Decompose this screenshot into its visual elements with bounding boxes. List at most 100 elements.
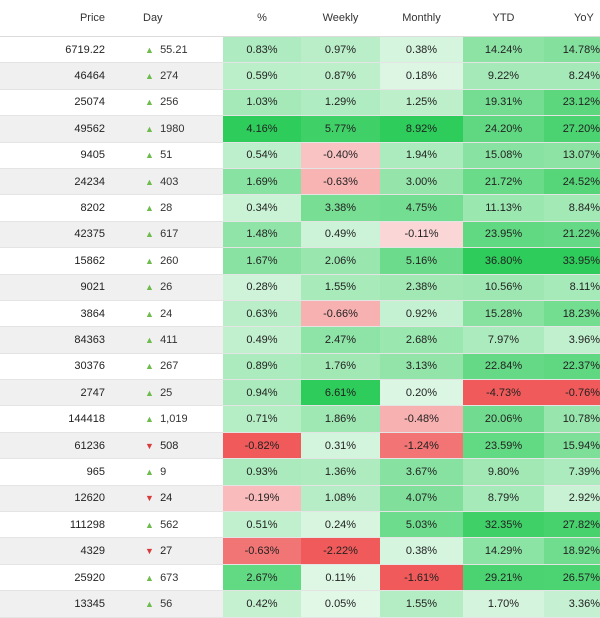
monthly-change-cell: 0.38%	[380, 537, 463, 565]
pct-change-cell: 1.03%	[223, 89, 301, 117]
ytd-change-cell: -4.73%	[463, 379, 544, 407]
ytd-change-cell: 15.08%	[463, 142, 544, 169]
triangle-up-icon: ▲	[145, 282, 154, 293]
ytd-change-cell: 24.20%	[463, 115, 544, 143]
pct-change-cell: 0.89%	[223, 353, 301, 381]
pct-change-cell: 2.67%	[223, 564, 301, 592]
day-change-value: 256	[160, 96, 179, 109]
day-change-cell: ▲ 55.21	[115, 36, 223, 64]
yoy-change-cell: 21.22%	[544, 221, 600, 249]
ytd-change-cell: 36.80%	[463, 247, 544, 275]
weekly-change-cell: 0.24%	[301, 511, 380, 539]
ytd-change-cell: 15.28%	[463, 300, 544, 328]
pct-change-cell: 0.54%	[223, 142, 301, 169]
column-header-yoy[interactable]: YoY	[544, 0, 600, 37]
column-header-monthly[interactable]: Monthly	[380, 0, 463, 37]
table-row[interactable]: 9021 ▲ 26 0.28% 1.55% 2.38% 10.56% 8.11%	[0, 274, 600, 301]
triangle-up-icon: ▲	[145, 229, 154, 240]
monthly-change-cell: 2.68%	[380, 326, 463, 354]
monthly-change-cell: 2.38%	[380, 274, 463, 301]
table-row[interactable]: 9405 ▲ 51 0.54% -0.40% 1.94% 15.08% 13.07%	[0, 142, 600, 169]
table-row[interactable]: 144418 ▲ 1,019 0.71% 1.86% -0.48% 20.06% 10.78…	[0, 405, 600, 433]
weekly-change-cell: -0.66%	[301, 300, 380, 328]
pct-change-cell: 0.28%	[223, 274, 301, 301]
ytd-change-cell: 19.31%	[463, 89, 544, 117]
monthly-change-cell: 1.55%	[380, 590, 463, 618]
day-change-value: 51	[160, 149, 173, 162]
yoy-change-cell: 2.92%	[544, 485, 600, 513]
monthly-change-cell: 3.13%	[380, 353, 463, 381]
table-row[interactable]: 30376 ▲ 267 0.89% 1.76% 3.13% 22.84% 22.37%	[0, 353, 600, 381]
table-row[interactable]: 965 ▲ 9 0.93% 1.36% 3.67% 9.80% 7.39%	[0, 458, 600, 486]
pct-change-cell: 4.16%	[223, 115, 301, 143]
price-cell: 84363	[0, 326, 115, 354]
day-change-cell: ▲ 411	[115, 326, 223, 354]
yoy-change-cell: 18.23%	[544, 300, 600, 328]
day-change-cell: ▲ 25	[115, 379, 223, 407]
price-cell: 25074	[0, 89, 115, 117]
pct-change-cell: -0.82%	[223, 432, 301, 460]
table-row[interactable]: 24234 ▲ 403 1.69% -0.63% 3.00% 21.72% 24.52%	[0, 168, 600, 196]
monthly-change-cell: -1.61%	[380, 564, 463, 592]
table-row[interactable]: 3864 ▲ 24 0.63% -0.66% 0.92% 15.28% 18.23%	[0, 300, 600, 328]
day-change-value: 1980	[160, 122, 185, 135]
ytd-change-cell: 9.80%	[463, 458, 544, 486]
table-row[interactable]: 25074 ▲ 256 1.03% 1.29% 1.25% 19.31% 23.12%	[0, 89, 600, 117]
day-change-cell: ▲ 56	[115, 590, 223, 618]
yoy-change-cell: 3.96%	[544, 326, 600, 354]
day-change-cell: ▲ 256	[115, 89, 223, 117]
table-row[interactable]: 4329 ▼ 27 -0.63% -2.22% 0.38% 14.29% 18.92%	[0, 537, 600, 565]
table-row[interactable]: 61236 ▼ 508 -0.82% 0.31% -1.24% 23.59% 15.94%	[0, 432, 600, 460]
table-row[interactable]: 84363 ▲ 411 0.49% 2.47% 2.68% 7.97% 3.96%	[0, 326, 600, 354]
triangle-up-icon: ▲	[145, 150, 154, 161]
triangle-up-icon: ▲	[145, 255, 154, 266]
table-row[interactable]: 25920 ▲ 673 2.67% 0.11% -1.61% 29.21% 26.57%	[0, 564, 600, 592]
day-change-value: 617	[160, 228, 179, 241]
table-row[interactable]: 13345 ▲ 56 0.42% 0.05% 1.55% 1.70% 3.36%	[0, 590, 600, 618]
yoy-change-cell: 23.12%	[544, 89, 600, 117]
triangle-up-icon: ▲	[145, 97, 154, 108]
weekly-change-cell: 1.29%	[301, 89, 380, 117]
table-row[interactable]: 46464 ▲ 274 0.59% 0.87% 0.18% 9.22% 8.24%	[0, 62, 600, 90]
day-change-cell: ▼ 27	[115, 537, 223, 565]
monthly-change-cell: 1.94%	[380, 142, 463, 169]
table-row[interactable]: 12620 ▼ 24 -0.19% 1.08% 4.07% 8.79% 2.92%	[0, 485, 600, 513]
ytd-change-cell: 20.06%	[463, 405, 544, 433]
pct-change-cell: 0.83%	[223, 36, 301, 64]
table-row[interactable]: 6719.22 ▲ 55.21 0.83% 0.97% 0.38% 14.24% 14.78…	[0, 36, 600, 64]
column-header-weekly[interactable]: Weekly	[301, 0, 380, 37]
price-cell: 25920	[0, 564, 115, 592]
column-header-pct[interactable]: %	[223, 0, 301, 37]
ytd-change-cell: 14.24%	[463, 36, 544, 64]
table-row[interactable]: 49562 ▲ 1980 4.16% 5.77% 8.92% 24.20% 27.20%	[0, 115, 600, 143]
ytd-change-cell: 8.79%	[463, 485, 544, 513]
monthly-change-cell: 0.18%	[380, 62, 463, 90]
day-change-cell: ▲ 617	[115, 221, 223, 249]
table-row[interactable]: 111298 ▲ 562 0.51% 0.24% 5.03% 32.35% 27.82%	[0, 511, 600, 539]
column-header-day[interactable]: Day	[115, 0, 223, 37]
day-change-value: 1,019	[160, 413, 188, 426]
yoy-change-cell: 33.95%	[544, 247, 600, 275]
monthly-change-cell: 8.92%	[380, 115, 463, 143]
triangle-up-icon: ▲	[145, 519, 154, 530]
column-header-price[interactable]: Price	[0, 0, 115, 37]
table-row[interactable]: 2747 ▲ 25 0.94% 6.61% 0.20% -4.73% -0.76%	[0, 379, 600, 407]
yoy-change-cell: 24.52%	[544, 168, 600, 196]
table-row[interactable]: 42375 ▲ 617 1.48% 0.49% -0.11% 23.95% 21.22%	[0, 221, 600, 249]
day-change-cell: ▲ 1980	[115, 115, 223, 143]
day-change-cell: ▲ 562	[115, 511, 223, 539]
triangle-up-icon: ▲	[145, 203, 154, 214]
triangle-up-icon: ▲	[145, 44, 154, 55]
weekly-change-cell: 1.08%	[301, 485, 380, 513]
day-change-value: 55.21	[160, 43, 188, 56]
price-cell: 3864	[0, 300, 115, 328]
pct-change-cell: -0.63%	[223, 537, 301, 565]
monthly-change-cell: 0.38%	[380, 36, 463, 64]
column-header-ytd[interactable]: YTD	[463, 0, 544, 37]
table-row[interactable]: 15862 ▲ 260 1.67% 2.06% 5.16% 36.80% 33.95%	[0, 247, 600, 275]
monthly-change-cell: 1.25%	[380, 89, 463, 117]
weekly-change-cell: -0.63%	[301, 168, 380, 196]
price-cell: 2747	[0, 379, 115, 407]
table-row[interactable]: 8202 ▲ 28 0.34% 3.38% 4.75% 11.13% 8.84%	[0, 194, 600, 222]
